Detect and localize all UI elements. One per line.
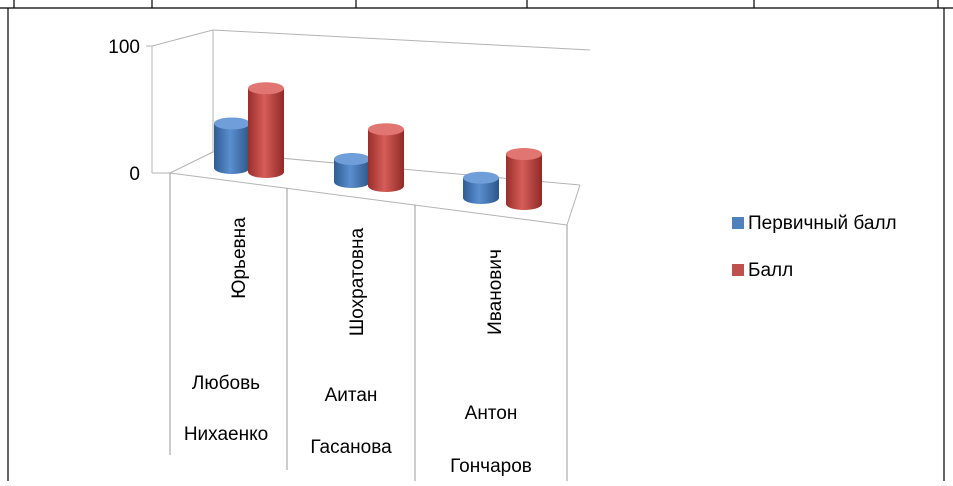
legend-label: Балл [748, 260, 793, 281]
bar-primary-score-3 [463, 171, 499, 204]
bar-top [214, 117, 250, 130]
category-separators [169, 173, 568, 481]
floor-back-left [169, 151, 214, 174]
bar-body [463, 177, 499, 204]
category-labels: Юрьевна Любовь Нихаенко Шохратовна Аитан Гаса… [184, 217, 532, 477]
bar-body [248, 88, 284, 178]
bar-top [334, 153, 370, 166]
floor-front [169, 172, 568, 226]
back-wall-top [151, 29, 214, 47]
category-label-rotated: Иванович [485, 249, 506, 335]
category-label-line3: Нихаенко [184, 424, 268, 445]
category-label-line2: Антон [465, 403, 518, 424]
back-wall-top-right [212, 29, 591, 51]
bar-score-2 [368, 123, 404, 192]
bar-body [334, 159, 370, 188]
legend-label: Первичный балл [748, 213, 897, 234]
bar-primary-score-1 [214, 117, 250, 174]
bar-top [248, 82, 284, 95]
floor-right [566, 184, 581, 226]
y-tick-label: 0 [129, 164, 140, 185]
bar-body [506, 154, 542, 210]
legend-item: Балл [732, 260, 793, 281]
legend-item: Первичный балл [732, 213, 897, 234]
y-axis-ticks: 0 100 [108, 37, 140, 185]
bar-top [463, 171, 499, 184]
category-label-rotated: Шохратовна [347, 227, 368, 336]
bar-score-1 [248, 82, 284, 178]
legend: Первичный балл Балл [732, 213, 897, 281]
legend-swatch [732, 217, 744, 229]
legend-swatch [732, 264, 744, 276]
bar-primary-score-2 [334, 153, 370, 188]
category-label-line3: Гасанова [310, 437, 392, 458]
bar-score-3 [506, 148, 542, 210]
category-label-line2: Аитан [325, 385, 378, 406]
bar-top [368, 123, 404, 136]
category-label-rotated: Юрьевна [229, 217, 250, 299]
category-label-line3: Гончаров [450, 456, 532, 477]
bar-top [506, 148, 542, 161]
bar-body [368, 129, 404, 192]
bar-body [214, 123, 250, 174]
y-tick-label: 100 [108, 37, 140, 58]
bars [214, 82, 542, 210]
category-label-line2: Любовь [192, 373, 260, 394]
